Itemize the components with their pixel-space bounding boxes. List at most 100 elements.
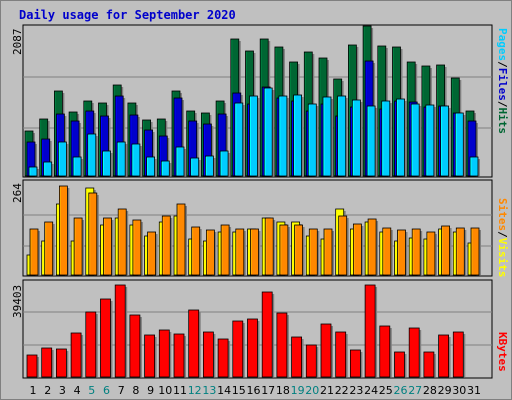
x-tick-label-day-13: 13	[202, 384, 216, 397]
x-tick-label-day-29: 29	[438, 384, 452, 397]
x-tick-label-day-30: 30	[452, 384, 466, 397]
bar-hits-pages-day-24	[366, 105, 376, 177]
x-tick-label-day-5: 5	[88, 384, 95, 397]
bar-visits-sites-day-20	[308, 228, 318, 276]
bar-hits-pages-day-19	[293, 94, 303, 177]
bar-hits-pages-day-8	[131, 143, 141, 177]
bar-visits-sites-day-4	[73, 217, 83, 276]
bar-kbytes-kbytes-day-16	[247, 318, 258, 378]
bar-visits-sites-day-12	[191, 226, 201, 276]
bar-hits-pages-day-11	[175, 146, 185, 177]
bar-kbytes-kbytes-day-5	[85, 311, 97, 378]
x-tick-label-day-31: 31	[467, 384, 481, 397]
x-tick-label-day-22: 22	[335, 384, 349, 397]
x-tick-label-day-21: 21	[320, 384, 334, 397]
x-tick-label-day-27: 27	[408, 384, 422, 397]
bar-visits-sites-day-21	[323, 228, 333, 276]
chart-title: Daily usage for September 2020	[19, 8, 236, 22]
bar-visits-sites-day-30	[455, 227, 465, 276]
bar-hits-pages-day-17	[263, 87, 273, 177]
bar-hits-pages-day-25	[381, 100, 391, 177]
x-tick-label-day-28: 28	[423, 384, 437, 397]
bar-visits-sites-day-24	[367, 218, 377, 276]
bar-kbytes-kbytes-day-7	[114, 284, 126, 378]
x-tick-label-day-20: 20	[305, 384, 319, 397]
x-tick-label-day-10: 10	[158, 384, 172, 397]
bar-kbytes-kbytes-day-20	[305, 344, 317, 378]
bar-hits-pages-day-28	[425, 104, 435, 177]
bar-visits-sites-day-11	[176, 203, 186, 276]
x-tick-label-day-18: 18	[276, 384, 290, 397]
bar-hits-pages-day-31	[469, 156, 479, 177]
bar-hits-pages-day-9	[146, 156, 156, 177]
bar-kbytes-kbytes-day-9	[144, 334, 156, 378]
bar-visits-sites-day-22	[338, 215, 348, 276]
bar-hits-pages-day-21	[322, 96, 332, 177]
bar-kbytes-kbytes-day-26	[394, 351, 405, 378]
x-tick-label-day-2: 2	[44, 384, 51, 397]
bar-hits-pages-day-27	[410, 103, 420, 177]
bar-visits-sites-day-26	[397, 229, 406, 276]
bar-visits-sites-day-18	[279, 224, 289, 276]
bar-visits-sites-day-14	[220, 224, 230, 276]
bar-visits-sites-day-29	[441, 225, 451, 276]
bar-kbytes-kbytes-day-28	[423, 351, 435, 378]
bar-hits-pages-day-30	[454, 112, 464, 177]
bar-kbytes-kbytes-day-15	[232, 320, 244, 378]
bar-visits-sites-day-6	[103, 217, 112, 276]
bar-visits-sites-day-3	[59, 185, 68, 276]
x-tick-label-day-3: 3	[59, 384, 66, 397]
bar-kbytes-kbytes-day-3	[56, 348, 67, 378]
x-tick-label-day-12: 12	[188, 384, 202, 397]
bar-visits-sites-day-17	[264, 217, 274, 276]
x-tick-label-day-16: 16	[247, 384, 261, 397]
bar-hits-pages-day-23	[351, 99, 361, 177]
bar-kbytes-kbytes-day-17	[261, 291, 273, 378]
bar-kbytes-kbytes-day-21	[320, 323, 332, 378]
bar-visits-sites-day-1	[29, 228, 39, 276]
x-tick-label-day-14: 14	[217, 384, 231, 397]
x-tick-label-day-24: 24	[364, 384, 378, 397]
x-tick-label-day-26: 26	[394, 384, 408, 397]
bar-visits-sites-day-16	[250, 228, 259, 276]
x-tick-label-day-17: 17	[261, 384, 275, 397]
bar-kbytes-kbytes-day-12	[188, 309, 200, 378]
bar-kbytes-kbytes-day-27	[408, 327, 420, 378]
bar-visits-sites-day-10	[161, 215, 171, 276]
bar-kbytes-kbytes-day-1	[26, 354, 38, 378]
x-tick-label-day-15: 15	[232, 384, 246, 397]
bar-hits-pages-day-18	[278, 95, 288, 177]
bar-hits-pages-day-16	[249, 95, 258, 177]
bar-visits-sites-day-15	[235, 228, 245, 276]
bar-kbytes-kbytes-day-23	[349, 349, 361, 378]
bar-kbytes-kbytes-day-4	[70, 332, 82, 378]
bar-kbytes-kbytes-day-6	[100, 298, 111, 378]
x-tick-label-day-6: 6	[103, 384, 110, 397]
bar-kbytes-kbytes-day-25	[379, 325, 391, 378]
bar-kbytes-kbytes-day-29	[438, 334, 450, 378]
bar-hits-pages-day-4	[72, 156, 82, 177]
bar-hits-pages-day-13	[204, 155, 214, 177]
x-tick-label-day-23: 23	[349, 384, 363, 397]
bar-hits-pages-day-7	[116, 141, 126, 177]
bar-hits-pages-day-5	[87, 133, 97, 177]
bar-hits-pages-day-3	[58, 141, 67, 177]
bar-hits-pages-day-12	[190, 157, 200, 177]
bar-hits-pages-day-29	[440, 105, 450, 177]
bar-kbytes-kbytes-day-8	[129, 314, 141, 378]
bar-hits-pages-day-26	[396, 98, 405, 177]
bar-kbytes-kbytes-day-24	[364, 284, 376, 378]
bar-visits-sites-day-31	[470, 227, 480, 276]
bar-visits-sites-day-2	[44, 221, 54, 276]
bar-visits-sites-day-28	[426, 231, 436, 276]
bar-hits-pages-day-1	[28, 166, 38, 177]
x-tick-label-day-25: 25	[379, 384, 393, 397]
x-tick-label-day-19: 19	[291, 384, 305, 397]
bar-kbytes-kbytes-day-11	[173, 333, 185, 378]
x-tick-label-day-9: 9	[147, 384, 154, 397]
bar-hits-pages-day-14	[219, 150, 229, 177]
bar-visits-sites-day-19	[294, 224, 304, 276]
bar-visits-sites-day-7	[117, 208, 127, 276]
bar-visits-sites-day-8	[132, 219, 142, 276]
